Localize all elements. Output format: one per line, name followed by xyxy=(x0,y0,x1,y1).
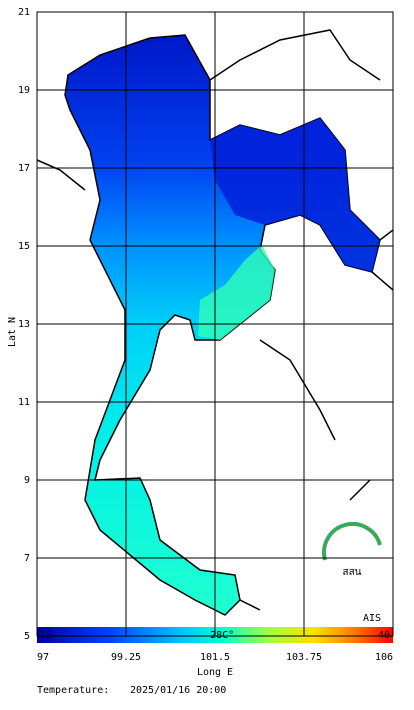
y-tick-label: 7 xyxy=(24,553,30,564)
y-tick-label: 21 xyxy=(18,7,30,18)
logo: สสน AIS xyxy=(322,522,382,624)
y-tick-label: 17 xyxy=(18,163,30,174)
y-tick-label: 5 xyxy=(24,631,30,642)
y-tick-label: 19 xyxy=(18,85,30,96)
x-tick-label: 106 xyxy=(375,652,393,663)
y-tick-label: 13 xyxy=(18,319,30,330)
y-axis-label: Lat N xyxy=(7,317,18,347)
logo-text: AIS xyxy=(363,613,381,624)
colorbar-tick-label: 28C° xyxy=(210,630,234,641)
x-tick-label: 97 xyxy=(37,652,49,663)
x-tick-label: 99.25 xyxy=(111,652,141,663)
footer-datetime: 2025/01/16 20:00 xyxy=(130,685,226,696)
x-tick-label: 103.75 xyxy=(286,652,322,663)
logo-swoosh xyxy=(322,522,382,561)
y-tick-label: 15 xyxy=(18,241,30,252)
y-tick-label: 9 xyxy=(24,475,30,486)
logo-text: สสน xyxy=(342,567,361,578)
colorbar-tick-label: 15 xyxy=(40,630,52,641)
colorbar-tick-label: 40 xyxy=(378,630,390,641)
footer-label: Temperature: xyxy=(37,685,109,696)
x-axis-label: Long E xyxy=(197,667,233,678)
y-tick-label: 11 xyxy=(18,397,30,408)
cold-patch xyxy=(210,118,380,272)
neighbour-borders xyxy=(36,29,394,611)
x-tick-label: 101.5 xyxy=(200,652,230,663)
warm-patch xyxy=(198,245,275,340)
